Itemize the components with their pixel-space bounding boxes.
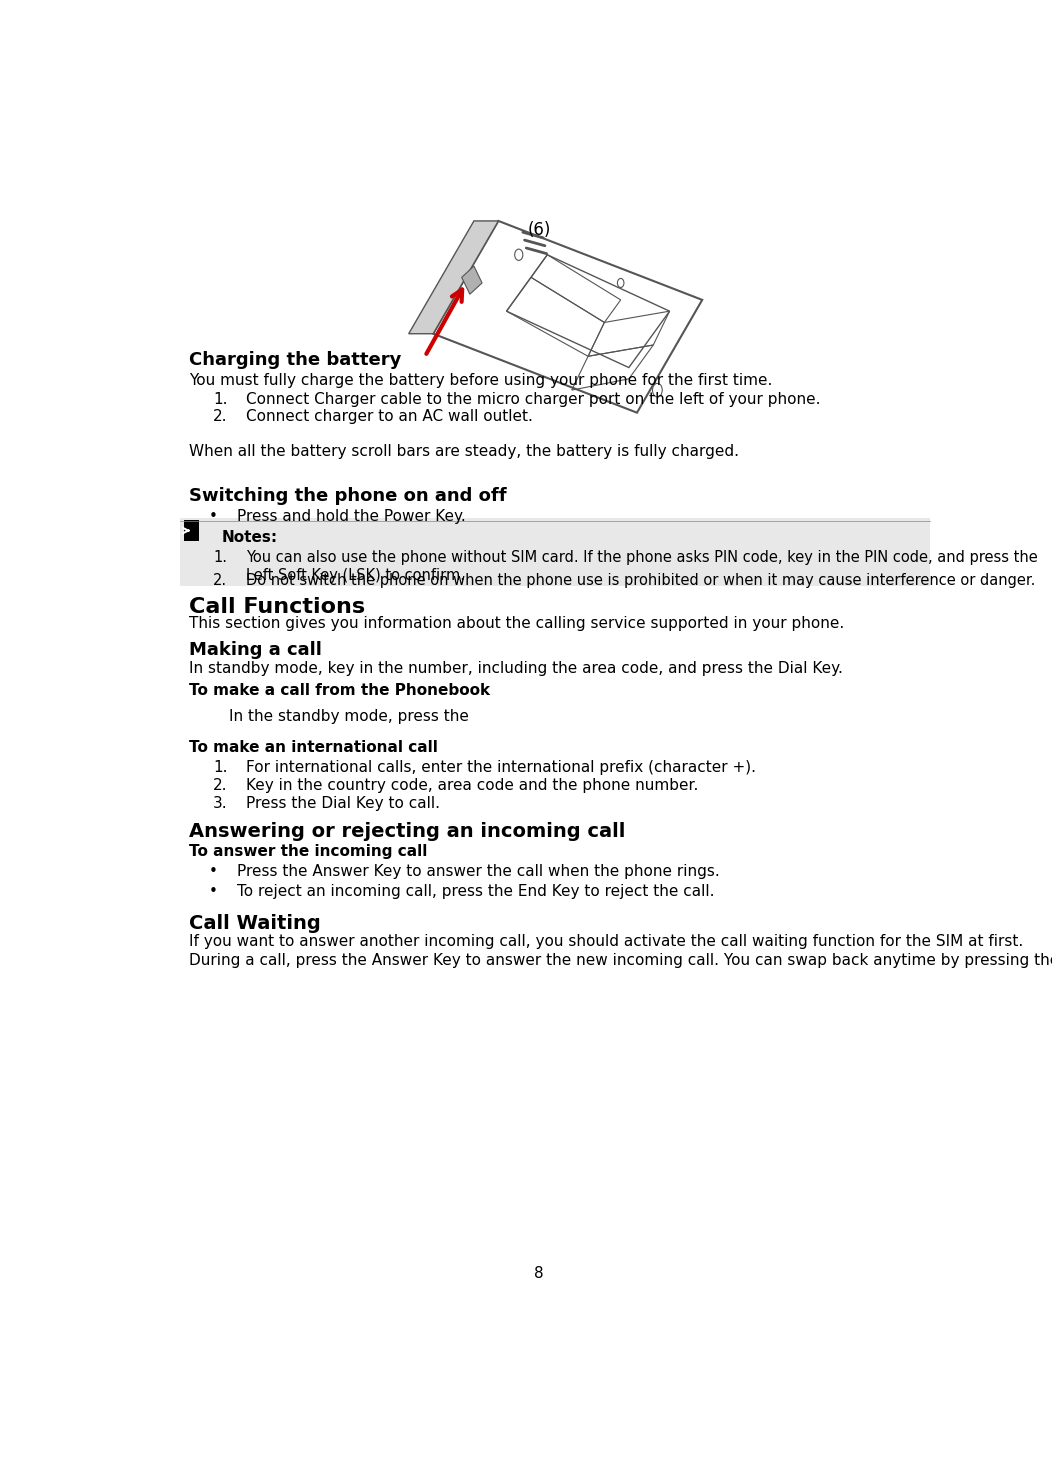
Text: Answering or rejecting an incoming call: Answering or rejecting an incoming call <box>188 822 625 841</box>
Text: 2.: 2. <box>213 778 227 793</box>
Text: You must fully charge the battery before using your phone for the first time.: You must fully charge the battery before… <box>188 374 772 388</box>
Text: In the standby mode, press the: In the standby mode, press the <box>229 709 474 724</box>
Text: Charging the battery: Charging the battery <box>188 350 401 369</box>
Text: Making a call: Making a call <box>188 640 322 659</box>
Text: If you want to answer another incoming call, you should activate the call waitin: If you want to answer another incoming c… <box>188 933 1023 949</box>
Text: Call Waiting: Call Waiting <box>188 914 320 933</box>
Text: Call Functions: Call Functions <box>188 596 365 617</box>
Text: To make a call from the Phonebook: To make a call from the Phonebook <box>188 683 489 699</box>
Text: Press the Answer Key to answer the call when the phone rings.: Press the Answer Key to answer the call … <box>238 864 721 879</box>
Text: Connect Charger cable to the micro charger port on the left of your phone.: Connect Charger cable to the micro charg… <box>246 393 821 407</box>
Text: 8: 8 <box>534 1266 544 1282</box>
Text: Press the Dial Key to call.: Press the Dial Key to call. <box>246 797 440 812</box>
Text: 2.: 2. <box>213 573 227 587</box>
FancyBboxPatch shape <box>184 520 199 541</box>
Text: This section gives you information about the calling service supported in your p: This section gives you information about… <box>188 615 844 631</box>
Text: Notes:: Notes: <box>221 530 278 545</box>
Text: To reject an incoming call, press the End Key to reject the call.: To reject an incoming call, press the En… <box>238 885 715 900</box>
FancyBboxPatch shape <box>181 519 931 586</box>
Text: •: • <box>209 864 218 879</box>
Text: •: • <box>209 885 218 900</box>
Text: To make an international call: To make an international call <box>188 740 438 754</box>
Text: 1.: 1. <box>213 393 227 407</box>
Text: You can also use the phone without SIM card. If the phone asks PIN code, key in : You can also use the phone without SIM c… <box>246 551 1037 583</box>
Text: Key in the country code, area code and the phone number.: Key in the country code, area code and t… <box>246 778 699 793</box>
Text: Switching the phone on and off: Switching the phone on and off <box>188 488 506 505</box>
Text: Do not switch the phone on when the phone use is prohibited or when it may cause: Do not switch the phone on when the phon… <box>246 573 1035 587</box>
Text: 1.: 1. <box>213 760 227 775</box>
Text: 2.: 2. <box>213 409 227 425</box>
Text: To answer the incoming call: To answer the incoming call <box>188 844 427 858</box>
Polygon shape <box>408 221 499 334</box>
Text: Press and hold the Power Key.: Press and hold the Power Key. <box>238 508 466 523</box>
Text: (6): (6) <box>527 221 551 239</box>
Text: During a call, press the Answer Key to answer the new incoming call. You can swa: During a call, press the Answer Key to a… <box>188 954 1052 968</box>
Text: 1.: 1. <box>213 551 227 565</box>
Text: For international calls, enter the international prefix (character +).: For international calls, enter the inter… <box>246 760 755 775</box>
Text: Connect charger to an AC wall outlet.: Connect charger to an AC wall outlet. <box>246 409 532 425</box>
Text: •: • <box>209 508 218 523</box>
Polygon shape <box>462 267 482 294</box>
Text: When all the battery scroll bars are steady, the battery is fully charged.: When all the battery scroll bars are ste… <box>188 444 744 459</box>
Text: 3.: 3. <box>213 797 227 812</box>
Text: In standby mode, key in the number, including the area code, and press the Dial : In standby mode, key in the number, incl… <box>188 661 843 675</box>
